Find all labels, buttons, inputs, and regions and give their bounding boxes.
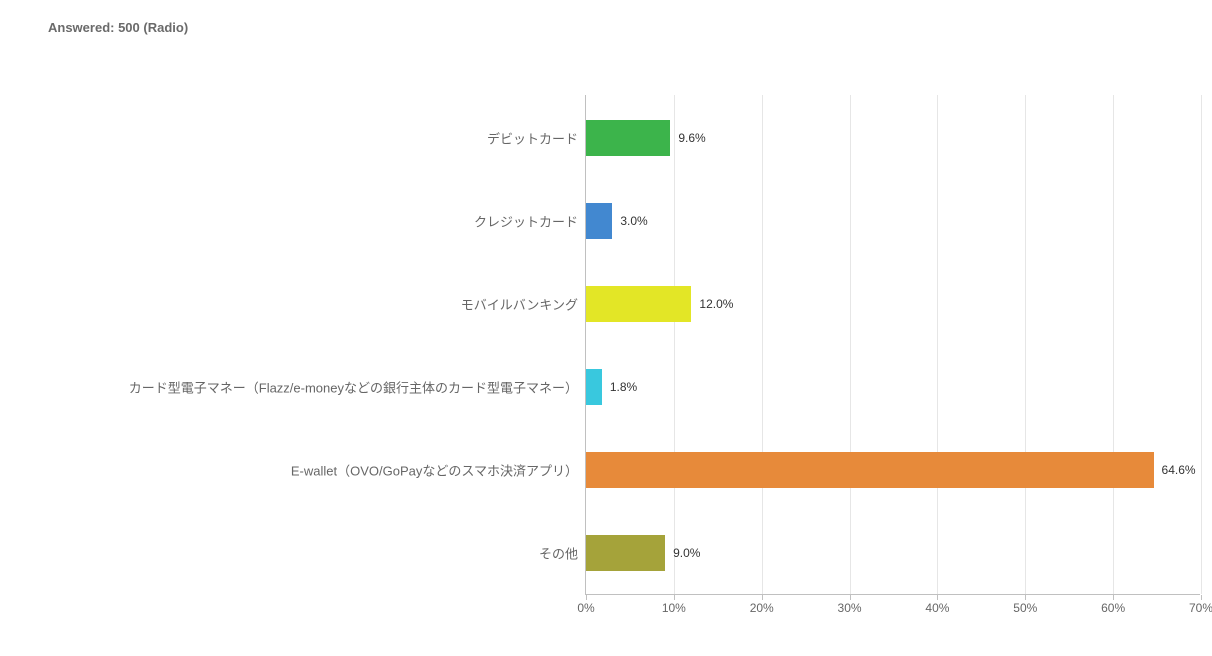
plot-area: 0%10%20%30%40%50%60%70%デビットカード9.6%クレジットカ…	[585, 95, 1200, 595]
bar-value-label: 9.0%	[673, 546, 700, 560]
bar	[586, 452, 1154, 488]
bar	[586, 535, 665, 571]
bar-category-label: カード型電子マネー（Flazz/e-moneyなどの銀行主体のカード型電子マネー…	[129, 378, 578, 397]
gridline	[674, 95, 675, 594]
bar-row: デビットカード9.6%	[586, 120, 1200, 156]
bar-category-label: デビットカード	[487, 129, 578, 148]
x-tick-label: 30%	[838, 601, 862, 615]
x-tick-label: 70%	[1189, 601, 1212, 615]
answered-header: Answered: 500 (Radio)	[48, 20, 1182, 35]
bar-value-label: 9.6%	[678, 131, 705, 145]
chart-container: 0%10%20%30%40%50%60%70%デビットカード9.6%クレジットカ…	[30, 95, 1182, 625]
x-tick-mark	[762, 595, 763, 600]
bar-value-label: 1.8%	[610, 380, 637, 394]
bar-value-label: 12.0%	[699, 297, 733, 311]
x-tick-label: 0%	[577, 601, 594, 615]
bar-category-label: E-wallet（OVO/GoPayなどのスマホ決済アプリ）	[291, 461, 578, 480]
gridline	[1201, 95, 1202, 594]
gridline	[850, 95, 851, 594]
x-tick-label: 60%	[1101, 601, 1125, 615]
bar	[586, 120, 670, 156]
x-tick-label: 50%	[1013, 601, 1037, 615]
gridline	[1113, 95, 1114, 594]
bar-row: クレジットカード3.0%	[586, 203, 1200, 239]
bar	[586, 286, 691, 322]
x-tick-mark	[937, 595, 938, 600]
bar-category-label: その他	[539, 544, 578, 563]
bar-row: E-wallet（OVO/GoPayなどのスマホ決済アプリ）64.6%	[586, 452, 1200, 488]
bar-row: モバイルバンキング12.0%	[586, 286, 1200, 322]
bar-category-label: クレジットカード	[474, 212, 578, 231]
x-tick-mark	[1113, 595, 1114, 600]
gridline	[762, 95, 763, 594]
x-tick-mark	[1201, 595, 1202, 600]
x-tick-label: 10%	[662, 601, 686, 615]
bar-value-label: 64.6%	[1162, 463, 1196, 477]
x-tick-label: 40%	[925, 601, 949, 615]
x-tick-mark	[850, 595, 851, 600]
x-tick-label: 20%	[750, 601, 774, 615]
bar	[586, 203, 612, 239]
bar-category-label: モバイルバンキング	[461, 295, 578, 314]
bar	[586, 369, 602, 405]
gridline	[1025, 95, 1026, 594]
x-tick-mark	[586, 595, 587, 600]
bar-value-label: 3.0%	[620, 214, 647, 228]
gridline	[937, 95, 938, 594]
x-tick-mark	[1025, 595, 1026, 600]
bar-row: その他9.0%	[586, 535, 1200, 571]
x-tick-mark	[674, 595, 675, 600]
bar-row: カード型電子マネー（Flazz/e-moneyなどの銀行主体のカード型電子マネー…	[586, 369, 1200, 405]
